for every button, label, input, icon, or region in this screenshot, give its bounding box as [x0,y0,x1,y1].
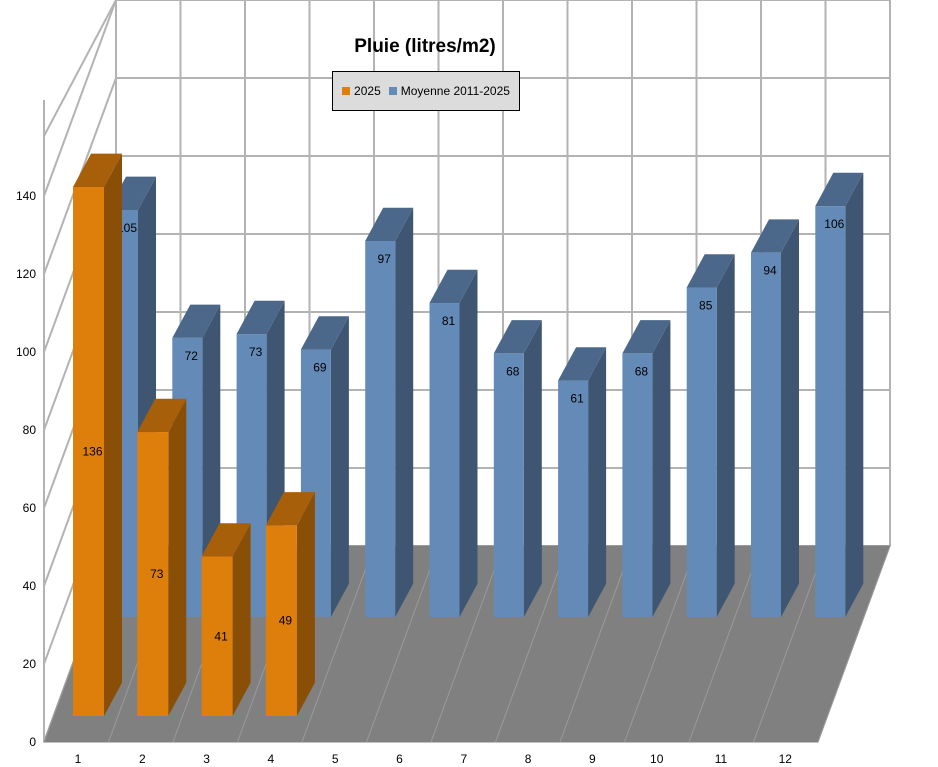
series-2025-bars: 136 73 41 49 [73,153,315,716]
bar-2025-4-side [296,492,315,716]
bar-moyenne-11-side [781,219,799,617]
bar-moyenne-12-top [815,172,864,207]
bar-2025-3-top [201,523,251,557]
floor-line [559,545,633,743]
x-tick-label: 5 [332,752,339,766]
bar-2025-1-label: 136 [82,445,102,459]
bar-moyenne-7-label: 68 [506,364,520,378]
bar-2025-1-side [104,153,122,716]
x-tick-label: 1 [75,752,82,766]
bar-moyenne-4-label: 69 [313,361,327,375]
bar-moyenne-11-label: 94 [763,264,777,278]
bar-moyenne-1-label: 105 [117,221,137,235]
floor-line [817,545,891,743]
legend-label-moyenne: Moyenne 2011-2025 [400,84,510,98]
floor-line [753,545,826,743]
bar-moyenne-5-side [395,207,414,618]
legend-swatch-moyenne [388,87,397,95]
x-tick-label: 11 [715,752,728,766]
bar-2025-2-side [168,398,187,716]
y-tick-label: 60 [23,501,37,515]
bar-moyenne-6-side [459,269,478,617]
floor-line [624,545,697,743]
bar-moyenne-8-label: 61 [570,392,584,406]
bar-moyenne-8-top [558,347,607,381]
y-tick-label: 120 [16,267,36,281]
bar-2025-3-side [232,523,251,716]
y-tick-label: 40 [23,579,37,593]
legend-swatch-2025 [342,87,351,95]
bar-moyenne-8 [558,380,589,617]
y-tick-label: 0 [29,735,36,749]
chart-title: Pluie (litres/m2) [354,36,496,57]
x-tick-label: 8 [525,752,532,766]
bar-2025-4 [265,525,297,716]
bar-moyenne-10 [686,287,717,617]
x-tick-label: 3 [203,752,210,766]
bar-moyenne-10-label: 85 [699,299,713,313]
legend-item-2025: 2025 [342,84,381,98]
left-wall-top-edge [43,0,117,137]
bar-moyenne-2-label: 72 [185,349,199,363]
bar-2025-1-top [73,153,122,187]
y-tick-label: 20 [23,657,37,671]
bar-moyenne-9-top [622,320,671,354]
legend-label-2025: 2025 [354,84,381,98]
bar-moyenne-11-top [751,219,799,253]
bar-moyenne-5 [365,241,396,617]
bar-moyenne-4-top [300,316,349,350]
bar-moyenne-6-label: 81 [442,314,456,328]
floor-line [430,545,504,743]
bar-moyenne-9 [622,353,653,617]
bar-2025-1 [73,187,104,716]
bar-2025-2-label: 73 [150,567,164,581]
floor-line [301,545,375,743]
bar-moyenne-10-side [716,254,735,618]
bar-2025-3-label: 41 [214,629,228,643]
bar-2025-4-top [265,492,315,526]
bar-2025-3 [201,556,233,716]
bar-moyenne-12-label: 106 [824,217,844,231]
bar-moyenne-10-top [686,254,735,288]
x-tick-label: 9 [589,752,596,766]
bar-moyenne-5-top [365,207,414,242]
bar-2025-2 [137,432,169,716]
floor-line [495,545,568,743]
x-tick-label: 2 [139,752,146,766]
floor-line [688,545,762,743]
y-tick-label: 100 [16,345,36,359]
bar-moyenne-6-top [429,269,478,304]
bar-2025-2-top [137,398,187,433]
bar-moyenne-9-side [652,320,671,617]
x-tick-label: 4 [268,752,275,766]
legend-item-moyenne: Moyenne 2011-2025 [388,84,510,98]
gridline-side [43,0,117,197]
x-tick-label: 12 [779,752,793,766]
bar-moyenne-11 [751,252,781,617]
bar-moyenne-7 [493,353,524,617]
floor-line [366,545,439,743]
bar-moyenne-7-top [493,320,542,354]
x-tick-label: 6 [396,752,403,766]
bar-moyenne-5-label: 97 [378,252,392,266]
bar-moyenne-2-top [172,304,221,338]
bar-moyenne-4-side [330,316,349,617]
bar-moyenne-3-top [236,300,285,335]
bar-moyenne-3-label: 73 [249,345,263,359]
y-tick-label: 140 [16,189,36,203]
x-tick-label: 10 [650,752,664,766]
bar-moyenne-7-side [523,320,542,617]
x-tick-label: 7 [460,752,467,766]
bar-moyenne-8-side [588,347,607,617]
bar-moyenne-9-label: 68 [635,364,649,378]
bar-moyenne-12-side [845,172,864,617]
bar-2025-4-label: 49 [279,614,293,628]
bar-moyenne-12 [815,206,846,617]
chart-legend: 2025 Moyenne 2011-2025 [332,71,520,111]
y-tick-label: 80 [23,423,37,437]
bar-moyenne-6 [429,303,460,617]
